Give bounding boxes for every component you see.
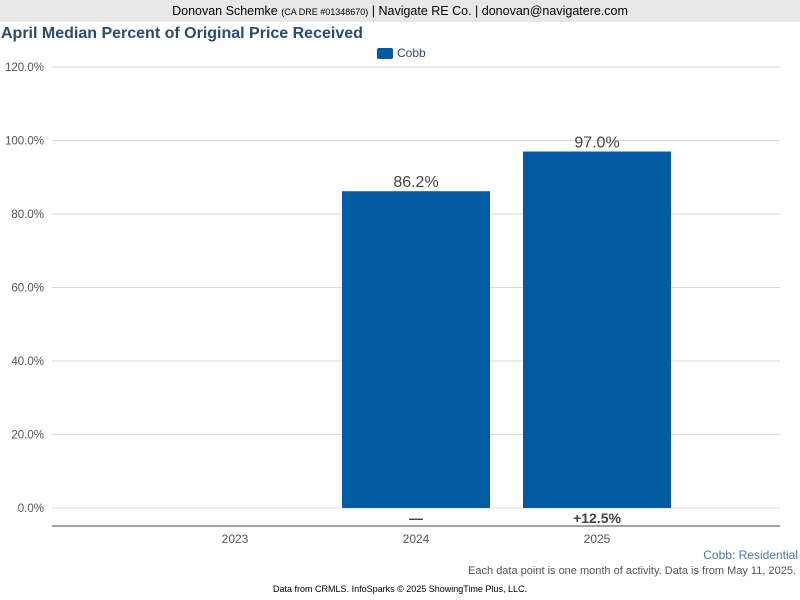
y-tick-label: 0.0% — [18, 503, 44, 515]
bar — [523, 151, 671, 508]
agent-company: | Navigate RE Co. | — [371, 4, 479, 18]
legend-label: Cobb — [397, 46, 426, 60]
agent-email[interactable]: donovan@navigatere.com — [481, 4, 628, 18]
y-tick-label: 60.0% — [11, 283, 44, 295]
y-tick-label: 20.0% — [11, 430, 44, 442]
y-tick-label: 40.0% — [11, 356, 44, 368]
bar — [342, 191, 490, 508]
agent-license: (CA DRE #01348670) — [281, 7, 369, 17]
bar-value-label: 97.0% — [574, 135, 619, 152]
x-tick-label: 2025 — [584, 532, 611, 546]
x-tick-label: 2023 — [222, 532, 249, 546]
chart-title: April Median Percent of Original Price R… — [1, 25, 363, 42]
change-label: — — [409, 510, 423, 526]
chart-legend[interactable]: Cobb — [377, 46, 426, 60]
agent-header: Donovan Schemke (CA DRE #01348670) | Nav… — [0, 0, 800, 22]
y-tick-label: 80.0% — [11, 209, 44, 221]
chart-caption: Cobb: Residential — [703, 548, 798, 562]
x-tick-label: 2024 — [403, 532, 430, 546]
data-note: Each data point is one month of activity… — [468, 565, 796, 577]
agent-name: Donovan Schemke — [172, 4, 278, 18]
y-tick-label: 120.0% — [5, 62, 44, 74]
y-tick-label: 100.0% — [5, 136, 44, 148]
legend-swatch — [377, 47, 393, 59]
data-source: Data from CRMLS. InfoSparks © 2025 Showi… — [273, 584, 527, 594]
bar-value-label: 86.2% — [393, 174, 438, 191]
change-label: +12.5% — [573, 510, 621, 526]
